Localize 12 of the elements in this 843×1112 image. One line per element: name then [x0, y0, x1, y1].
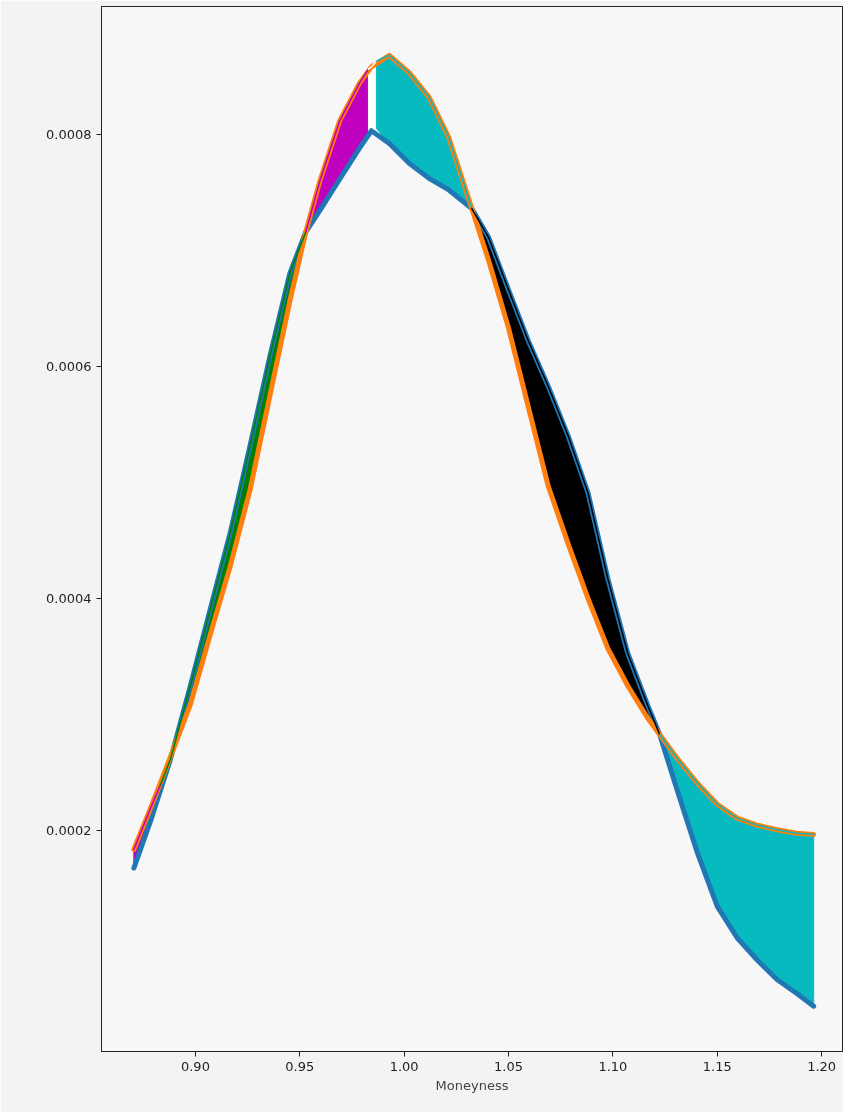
- y-tick-label: 0.0002: [46, 823, 92, 839]
- x-tick-label: 1.00: [389, 1058, 419, 1074]
- x-tick-label: 1.20: [807, 1058, 837, 1074]
- x-tick-label: 1.15: [702, 1058, 732, 1074]
- x-tick-label: 0.90: [180, 1058, 210, 1074]
- x-tick-label: 0.95: [285, 1058, 315, 1074]
- x-axis-title: Moneyness: [435, 1077, 509, 1093]
- y-tick-label: 0.0006: [46, 358, 92, 374]
- x-tick-label: 1.05: [494, 1058, 524, 1074]
- x-tick-label: 1.10: [598, 1058, 628, 1074]
- y-tick-label: 0.0004: [46, 591, 92, 607]
- y-tick-label: 0.0008: [46, 126, 92, 142]
